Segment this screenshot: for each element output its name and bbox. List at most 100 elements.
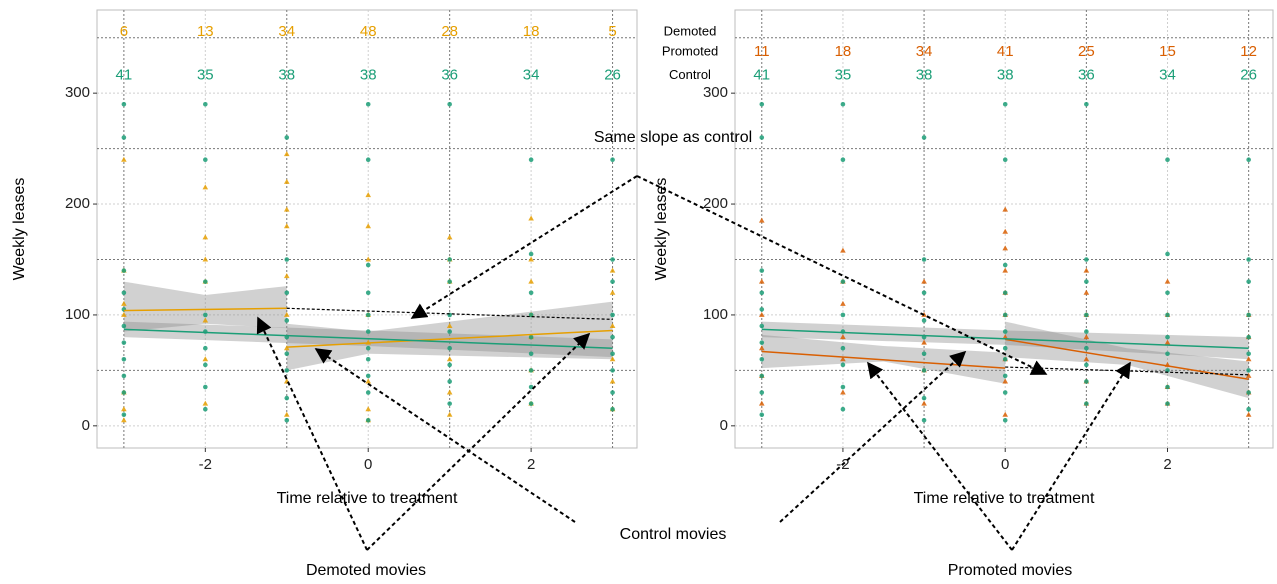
arrow xyxy=(636,175,1048,375)
point xyxy=(1084,101,1089,107)
point xyxy=(610,279,615,284)
point xyxy=(840,356,846,362)
point xyxy=(921,417,927,423)
point xyxy=(202,317,209,323)
point xyxy=(609,323,616,329)
point xyxy=(1083,289,1090,295)
point xyxy=(1083,334,1090,340)
point xyxy=(759,340,765,345)
point xyxy=(1084,279,1089,284)
point xyxy=(202,184,209,190)
point xyxy=(1084,312,1089,318)
annotation: Promoted movies xyxy=(948,562,1073,579)
point xyxy=(365,390,371,395)
point xyxy=(1002,411,1009,417)
point xyxy=(1164,339,1171,345)
point xyxy=(284,290,290,296)
point xyxy=(1002,267,1009,273)
point xyxy=(1002,157,1008,162)
point xyxy=(446,356,453,362)
point xyxy=(203,279,208,284)
point xyxy=(1246,312,1251,318)
point xyxy=(840,362,846,368)
y-axis-label: Weekly leases xyxy=(11,178,28,281)
point xyxy=(283,223,290,229)
count-label: 18 xyxy=(523,23,540,40)
point xyxy=(1165,157,1170,162)
count-label: 36 xyxy=(1078,66,1095,83)
point xyxy=(365,378,372,384)
point xyxy=(365,373,371,379)
point xyxy=(1084,362,1089,368)
point xyxy=(447,279,452,284)
point xyxy=(1084,401,1089,406)
point xyxy=(528,278,534,284)
point xyxy=(1002,101,1008,107)
point xyxy=(758,311,765,317)
x-tick-label: 2 xyxy=(1163,456,1171,473)
point xyxy=(121,135,127,140)
point xyxy=(840,384,846,390)
point xyxy=(528,334,534,340)
point xyxy=(121,300,127,306)
point xyxy=(840,157,846,162)
point xyxy=(447,401,452,406)
count-label: 12 xyxy=(1240,43,1257,60)
point xyxy=(840,300,846,306)
point xyxy=(284,351,290,357)
point xyxy=(759,101,765,107)
point xyxy=(610,334,615,340)
point xyxy=(840,247,846,253)
point xyxy=(1002,329,1008,334)
point xyxy=(283,151,290,157)
point xyxy=(921,318,927,323)
count-label: 26 xyxy=(604,66,621,83)
y-tick-label: 0 xyxy=(82,417,90,434)
point xyxy=(365,356,371,362)
point xyxy=(121,290,127,296)
point xyxy=(840,334,846,340)
point xyxy=(528,256,534,262)
point xyxy=(1165,312,1170,318)
point xyxy=(1246,334,1251,340)
point xyxy=(1084,257,1089,262)
point xyxy=(1246,279,1251,284)
point xyxy=(203,406,208,412)
point xyxy=(1083,356,1090,362)
point xyxy=(610,390,615,395)
point xyxy=(284,368,290,373)
annotation: Same slope as control xyxy=(594,129,752,146)
fit-line xyxy=(123,328,613,349)
point xyxy=(365,417,371,423)
y-tick-label: 300 xyxy=(65,84,90,101)
point xyxy=(202,400,209,406)
point xyxy=(203,101,208,107)
point xyxy=(284,135,290,140)
point xyxy=(1245,372,1252,378)
count-label: 26 xyxy=(1240,66,1257,83)
arrow xyxy=(256,316,368,551)
point xyxy=(528,368,534,373)
annotation-arrows xyxy=(256,175,1131,551)
annotation: Demoted movies xyxy=(306,562,426,579)
count-label: 36 xyxy=(441,66,458,83)
point xyxy=(446,389,453,395)
point xyxy=(365,345,371,351)
point xyxy=(365,223,372,229)
point xyxy=(759,356,765,362)
count-label: 34 xyxy=(523,66,540,83)
point xyxy=(121,356,127,362)
y-tick-label: 300 xyxy=(703,84,728,101)
x-tick-label: 2 xyxy=(527,456,535,473)
count-label: 35 xyxy=(835,66,852,83)
point xyxy=(203,362,208,368)
point xyxy=(759,323,765,329)
point xyxy=(365,192,372,198)
y-tick-label: 100 xyxy=(65,306,90,323)
point xyxy=(1245,411,1252,417)
point xyxy=(447,101,452,107)
fit-line xyxy=(1005,338,1249,380)
point xyxy=(283,411,290,417)
point xyxy=(365,329,371,334)
arrow xyxy=(314,348,576,523)
